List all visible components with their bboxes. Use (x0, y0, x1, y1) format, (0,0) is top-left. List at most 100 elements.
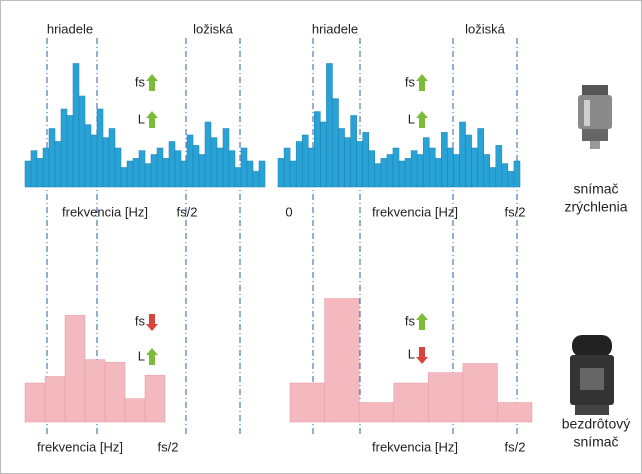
bar (290, 383, 325, 422)
x-label: frekvencia [Hz] (62, 204, 148, 219)
bar (428, 373, 463, 422)
bar (357, 142, 363, 188)
bar (91, 135, 97, 187)
sensor-label: bezdrôtový (562, 416, 630, 432)
bar (472, 148, 478, 187)
bar (65, 315, 85, 422)
bar (363, 132, 369, 187)
bar (314, 112, 320, 187)
sensor-label: snímač (573, 434, 618, 450)
bar (359, 403, 394, 423)
x-label: frekvencia [Hz] (37, 439, 123, 454)
bar (259, 161, 265, 187)
bar (320, 122, 326, 187)
figure: hriadele ložiská frekvencia [Hz] fs/2 fs Lhri… (0, 0, 642, 474)
bar (31, 151, 37, 187)
bar (381, 158, 387, 187)
bar (247, 161, 253, 187)
bar (453, 155, 459, 188)
bar (109, 129, 115, 188)
bar (497, 403, 532, 423)
bar (393, 148, 399, 187)
bar (45, 377, 65, 423)
wireless-sensor-icon (570, 335, 614, 415)
bar (125, 399, 145, 422)
bar (423, 138, 429, 187)
x-label: fs/2 (158, 439, 179, 454)
indicator-label: fs (405, 74, 416, 89)
bar (181, 161, 187, 187)
bar (223, 129, 229, 188)
bar (478, 129, 484, 188)
bar (229, 151, 235, 187)
x-label: frekvencia [Hz] (372, 204, 458, 219)
indicator-label: L (138, 348, 145, 363)
bar (25, 383, 45, 422)
bar (121, 168, 127, 188)
bar (55, 142, 61, 188)
bar (145, 164, 151, 187)
bar (133, 158, 139, 187)
region-label: hriadele (312, 21, 358, 36)
bar (278, 158, 284, 187)
bar (79, 96, 85, 187)
bar (417, 155, 423, 188)
x-label: fs/2 (505, 204, 526, 219)
region-label: ložiská (193, 21, 234, 36)
x-label: fs/2 (505, 439, 526, 454)
bar (151, 155, 157, 188)
bar (85, 125, 91, 187)
bar (508, 171, 514, 187)
bar (67, 116, 73, 188)
indicator-label: L (408, 111, 415, 126)
bar (43, 148, 49, 187)
bar (302, 135, 308, 187)
bar (351, 116, 357, 188)
bar (326, 64, 332, 188)
bar (85, 360, 105, 422)
accelerometer-icon (578, 85, 612, 149)
bar (399, 161, 405, 187)
bar (49, 129, 55, 188)
bar (37, 158, 43, 187)
bar (193, 145, 199, 187)
bar (345, 138, 351, 187)
indicator-label: fs (135, 313, 146, 328)
bar (290, 161, 296, 187)
bar (157, 148, 163, 187)
bar (103, 138, 109, 187)
bar (187, 135, 193, 187)
bar (308, 148, 314, 187)
bar (484, 155, 490, 188)
bar (241, 148, 247, 187)
bar (387, 155, 393, 188)
bar (61, 109, 67, 187)
indicator-label: L (408, 346, 415, 361)
bar (375, 164, 381, 187)
bar (429, 148, 435, 187)
bar (339, 129, 345, 188)
bar (115, 148, 121, 187)
bar (447, 148, 453, 187)
x-label: frekvencia [Hz] (372, 439, 458, 454)
region-label: hriadele (47, 21, 93, 36)
bar (139, 151, 145, 187)
bar (514, 161, 520, 187)
bar (235, 168, 241, 188)
bar (496, 145, 502, 187)
bar (253, 171, 259, 187)
x-label: 0 (285, 204, 292, 219)
sensor-label: zrýchlenia (564, 199, 627, 215)
bar (199, 155, 205, 188)
bar (296, 142, 302, 188)
bar (25, 161, 31, 187)
indicator-label: fs (405, 313, 416, 328)
bar (284, 148, 290, 187)
region-label: ložiská (465, 21, 506, 36)
bar (490, 168, 496, 188)
bar (411, 151, 417, 187)
bar (460, 122, 466, 187)
bar (332, 99, 338, 187)
bar (369, 151, 375, 187)
bar (463, 364, 498, 423)
